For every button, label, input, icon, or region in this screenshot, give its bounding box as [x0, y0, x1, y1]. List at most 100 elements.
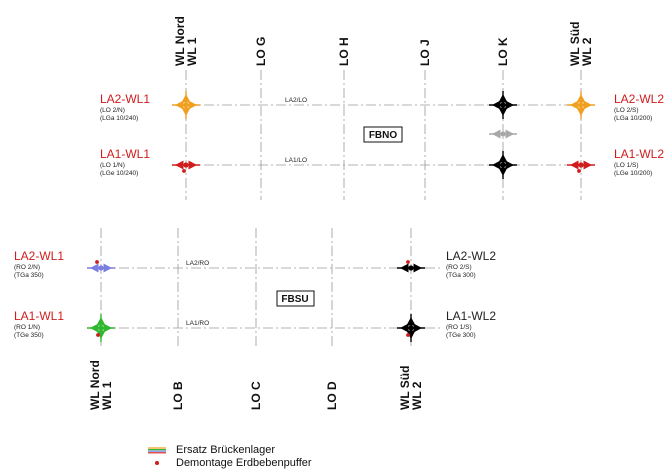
bottom-left-la1-title: LA1-WL1 [14, 309, 64, 323]
quake-buffer-dot [406, 260, 410, 264]
bearing-arrow [400, 323, 409, 333]
bearing-arrow [498, 94, 508, 103]
bearing-center [98, 325, 104, 331]
bottom-right-la1-sub1: (RO 1/S) [446, 324, 472, 331]
top-right-la1-sub1: (LO 1/S) [614, 162, 639, 169]
bearing-arrow [90, 263, 99, 273]
legend-item-replace-bearings: Ersatz Brückenlager [176, 444, 275, 456]
bottom-axis-label: WL Süd [398, 366, 412, 410]
top-right-la1-sub2: (LGe 10/200) [614, 170, 652, 177]
bearing-arrow [576, 107, 586, 116]
bearing-arrow [400, 263, 409, 273]
bottom-bearing-la2-wl1 [87, 260, 115, 273]
top-axis-label: WL Nord [173, 16, 187, 66]
quake-buffer-dot [182, 169, 186, 173]
bearing-arrow [505, 160, 514, 170]
bottom-axis-label: LO B [171, 381, 185, 410]
top-axis-label: LO K [496, 37, 510, 66]
top-bearing-la2-wl2 [567, 91, 595, 119]
bearing-arrow [570, 160, 579, 170]
top-left-la1-sub1: (LO 1/N) [100, 162, 125, 169]
bottom-right-la2-sub2: (TGa 300) [446, 272, 476, 279]
bearing-arrow [492, 100, 501, 110]
top-bearing-la1-lok [489, 151, 517, 179]
top-left-la1-title: LA1-WL1 [100, 147, 150, 161]
fbno-label: FBNO [369, 130, 398, 141]
top-axis-label: LO H [337, 37, 351, 66]
bearing-center [500, 131, 506, 137]
top-line-label-la1: LA1/LO [285, 157, 307, 164]
top-axis-label: WL 1 [185, 37, 199, 66]
bearing-arrow [583, 100, 592, 110]
legend-item-remove-buffers: Demontage Erdbebenpuffer [176, 457, 312, 469]
top-axis-label: WL 2 [580, 37, 594, 66]
bottom-right-la1-sub2: (TGe 300) [446, 332, 476, 339]
bottom-axis-label: LO C [249, 381, 263, 410]
bearing-arrow [103, 323, 112, 333]
top-left-la2-sub1: (LO 2/N) [100, 107, 125, 114]
bearing-arrow [103, 263, 112, 273]
bearing-arrow [505, 129, 514, 139]
top-bearing-la1-wl2 [567, 160, 595, 173]
top-right-la2-sub2: (LGa 10/200) [614, 115, 652, 122]
quake-buffer-dot [95, 260, 99, 264]
bottom-left-la2-title: LA2-WL1 [14, 249, 64, 263]
bearing-arrow [583, 160, 592, 170]
bearing-center [578, 102, 584, 108]
quake-buffer-dot [406, 333, 410, 337]
fbno-box [363, 126, 403, 143]
top-axis-label: LO G [254, 37, 268, 66]
top-bearing-la1-wl1 [172, 160, 200, 173]
bottom-axis-label: WL Nord [88, 360, 102, 410]
bottom-right-la2-sub1: (RO 2/S) [446, 264, 472, 271]
bearing-arrow [96, 330, 106, 339]
bearing-arrow [498, 107, 508, 116]
fbsu-label: FBSU [281, 294, 308, 305]
bearing-arrow [492, 129, 501, 139]
bearing-arrow [570, 100, 579, 110]
bottom-right-la2-title: LA2-WL2 [446, 249, 496, 263]
top-bearing-mid-lok [489, 129, 517, 139]
bottom-left-la2-sub2: (TGa 350) [14, 272, 44, 279]
bottom-bearing-la1-wl1 [87, 314, 115, 342]
bottom-axis-label: LO D [325, 381, 339, 410]
bottom-right-la1-title: LA1-WL2 [446, 309, 496, 323]
bearing-center [98, 265, 104, 271]
quake-buffer-dot [577, 169, 581, 173]
bearing-arrow [498, 154, 508, 163]
legend-dot [155, 461, 159, 465]
bottom-line-label-la2: LA2/RO [186, 260, 209, 267]
bottom-axis-label: WL 2 [410, 381, 424, 410]
bottom-left-la1-sub2: (TGe 350) [14, 332, 44, 339]
top-axis-label: WL Süd [568, 22, 582, 66]
bearing-arrow [413, 263, 422, 273]
bearing-center [500, 102, 506, 108]
top-left-la2-sub2: (LGa 10/240) [100, 115, 138, 122]
bearing-center [408, 265, 414, 271]
bottom-left-la1-sub1: (RO 1/N) [14, 324, 40, 331]
bearing-arrow [181, 107, 191, 116]
top-right-la1-title: LA1-WL2 [614, 147, 664, 161]
bearing-arrow [181, 94, 191, 103]
bearing-arrow [96, 317, 106, 326]
top-left-la1-sub2: (LGe 10/240) [100, 170, 138, 177]
bottom-bearing-la2-wl2 [397, 260, 425, 273]
bearing-arrow [406, 317, 416, 326]
bearing-center [183, 162, 189, 168]
top-left-la2-title: LA2-WL1 [100, 92, 150, 106]
top-bearing-la2-wl1 [172, 91, 200, 119]
top-right-la2-sub1: (LO 2/S) [614, 107, 639, 114]
bearing-arrow [188, 100, 197, 110]
top-line-label-la2: LA2/LO [285, 97, 307, 104]
fbsu-box [276, 290, 315, 307]
bearing-arrow [505, 100, 514, 110]
bearing-center [408, 325, 414, 331]
top-axis-label: LO J [418, 39, 432, 66]
bearing-arrow [576, 94, 586, 103]
bearing-arrow [406, 330, 416, 339]
bearing-arrow [498, 167, 508, 176]
quake-buffer-dot [96, 333, 100, 337]
top-right-la2-title: LA2-WL2 [614, 92, 664, 106]
bearing-arrow [413, 323, 422, 333]
bearing-arrow [90, 323, 99, 333]
